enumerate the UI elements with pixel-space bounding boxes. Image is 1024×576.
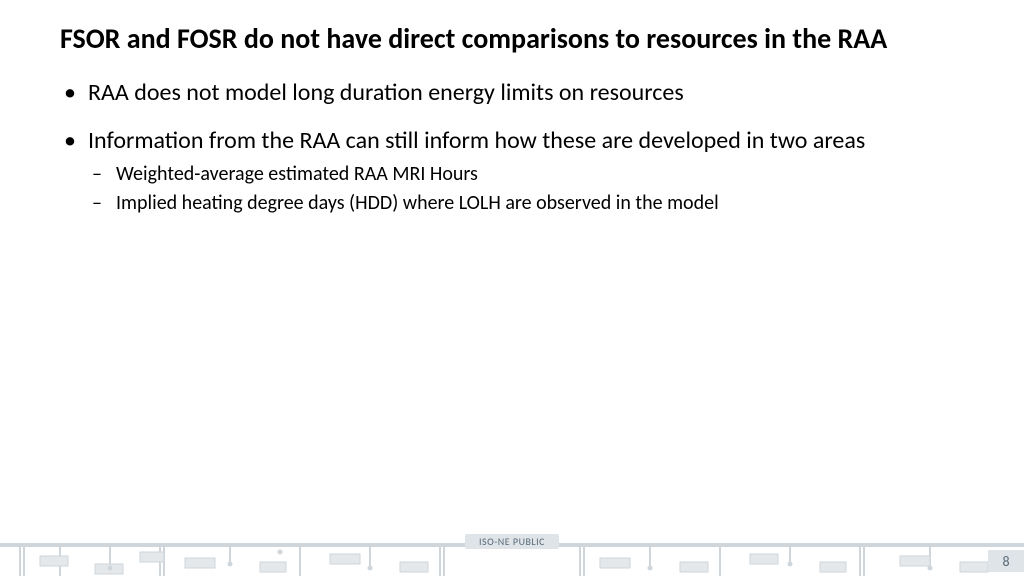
footer-classification-label: ISO-NE PUBLIC bbox=[465, 534, 559, 549]
list-item: Information from the RAA can still infor… bbox=[60, 126, 964, 216]
sub-bullet-list: Weighted-average estimated RAA MRI Hours… bbox=[88, 162, 964, 216]
bullet-list: RAA does not model long duration energy … bbox=[60, 78, 964, 216]
bullet-text: RAA does not model long duration energy … bbox=[88, 78, 684, 107]
list-item: RAA does not model long duration energy … bbox=[60, 78, 964, 108]
sub-bullet-text: Weighted-average estimated RAA MRI Hours bbox=[116, 162, 478, 186]
slide: FSOR and FOSR do not have direct compari… bbox=[0, 0, 1024, 576]
list-item: Implied heating degree days (HDD) where … bbox=[88, 191, 964, 216]
page-number: 8 bbox=[988, 550, 1024, 572]
bullet-text: Information from the RAA can still infor… bbox=[88, 126, 865, 155]
slide-title: FSOR and FOSR do not have direct compari… bbox=[60, 22, 964, 56]
slide-footer: ISO-NE PUBLIC 8 bbox=[0, 528, 1024, 576]
list-item: Weighted-average estimated RAA MRI Hours bbox=[88, 162, 964, 187]
sub-bullet-text: Implied heating degree days (HDD) where … bbox=[116, 191, 719, 215]
